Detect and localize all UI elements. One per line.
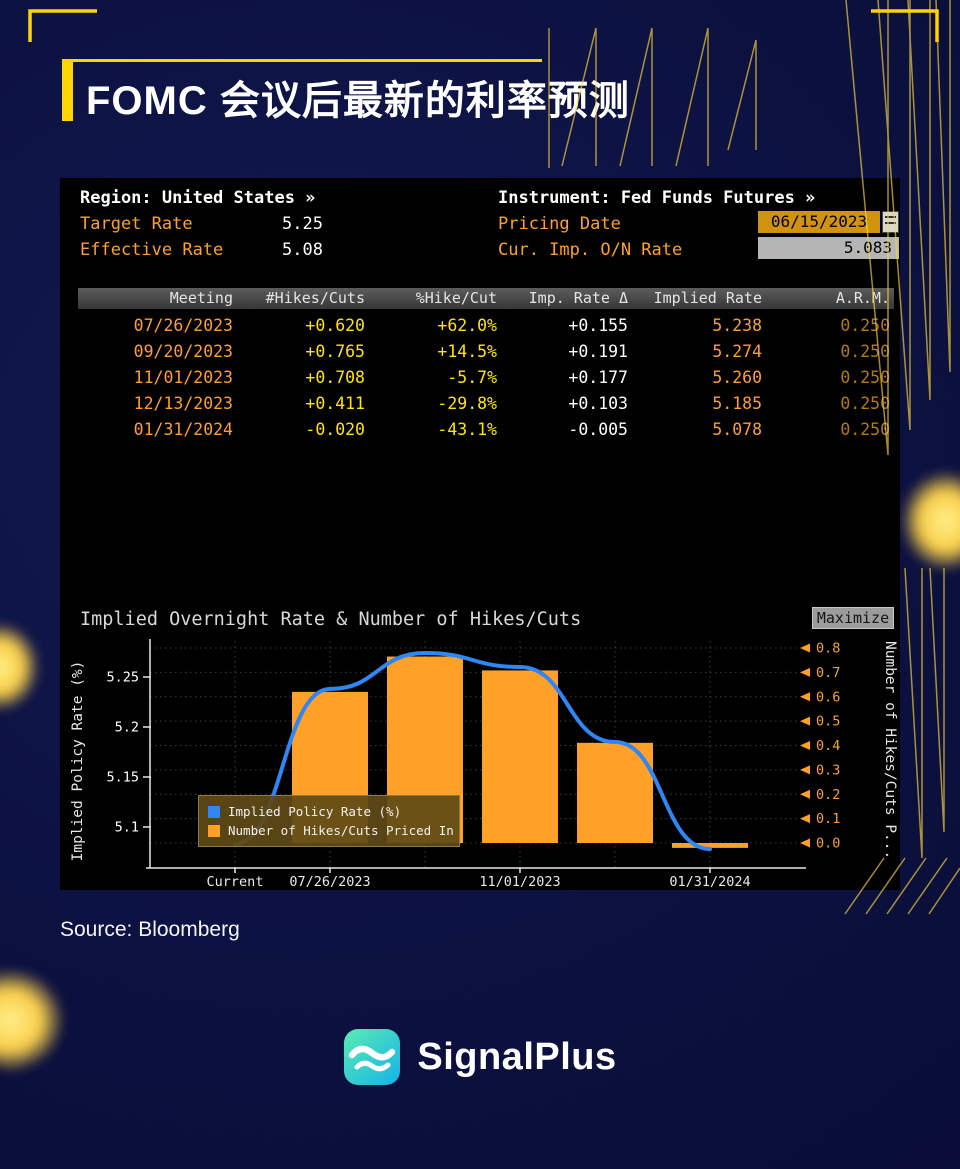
svg-text:5.15: 5.15 xyxy=(106,770,139,786)
table-cell: 5.260 xyxy=(712,368,762,387)
table-cell: -29.8% xyxy=(437,394,497,413)
title-accent-line xyxy=(62,59,542,62)
table-cell: +0.155 xyxy=(568,316,628,335)
table-cell: 0.250 xyxy=(840,316,890,335)
table-cell: +0.411 xyxy=(305,394,365,413)
svg-text:0.4: 0.4 xyxy=(816,738,840,754)
column-header: Imp. Rate Δ xyxy=(528,289,628,307)
table-cell: -5.7% xyxy=(447,368,497,387)
table-cell: 5.078 xyxy=(712,420,762,439)
legend-swatch xyxy=(208,805,220,818)
svg-text:Current: Current xyxy=(207,874,264,890)
table-cell: 12/13/2023 xyxy=(133,394,233,413)
svg-text:5.25: 5.25 xyxy=(106,670,139,686)
table-cell: 01/31/2024 xyxy=(133,420,233,439)
column-header: #Hikes/Cuts xyxy=(265,289,365,307)
svg-text:0.2: 0.2 xyxy=(816,787,840,803)
signalplus-logo-icon xyxy=(344,1029,401,1085)
brand-footer: SignalPlus xyxy=(0,1028,960,1086)
maximize-button[interactable]: Maximize xyxy=(812,607,894,629)
svg-text:0.5: 0.5 xyxy=(816,714,840,730)
table-cell: 0.250 xyxy=(840,368,890,387)
effective-rate-value: 5.08 xyxy=(282,240,323,260)
legend-label: Implied Policy Rate (%) xyxy=(228,804,402,819)
svg-text:07/26/2023: 07/26/2023 xyxy=(289,874,370,890)
svg-text:0.0: 0.0 xyxy=(816,836,840,852)
table-cell: 5.185 xyxy=(712,394,762,413)
table-row: 09/20/2023 +0.765 +14.5% +0.191 5.274 0.250 xyxy=(78,339,894,365)
table-cell: +0.103 xyxy=(568,394,628,413)
title-accent-bar xyxy=(62,59,73,121)
chart-title: Implied Overnight Rate & Number of Hikes… xyxy=(80,609,582,630)
table-header-row: Meeting #Hikes/Cuts %Hike/Cut Imp. Rate Δ Im… xyxy=(78,288,894,309)
cur-implied-rate-label: Cur. Imp. O/N Rate xyxy=(498,240,683,260)
table-cell: +0.191 xyxy=(568,342,628,361)
page-title: FOMC 会议后最新的利率预测 xyxy=(86,79,630,123)
rates-chart: 5.1 5.15 5.2 5.25 0.0 0.1 0.2 0.3 0.4 0.5 0.6 0.7 0.… xyxy=(70,639,898,890)
region-link[interactable]: Region: United States » xyxy=(80,188,316,208)
calendar-icon[interactable] xyxy=(882,211,899,233)
glow-blob-left xyxy=(0,622,40,712)
svg-text:11/01/2023: 11/01/2023 xyxy=(479,874,560,890)
table-cell: +0.708 xyxy=(305,368,365,387)
table-cell: -0.005 xyxy=(568,420,628,439)
svg-text:0.1: 0.1 xyxy=(816,811,840,827)
table-cell: +62.0% xyxy=(437,316,497,335)
chart-area: 5.1 5.15 5.2 5.25 0.0 0.1 0.2 0.3 0.4 0.5 0.6 0.7 0.… xyxy=(60,633,898,895)
svg-text:01/31/2024: 01/31/2024 xyxy=(669,874,750,890)
rates-table: 07/26/2023 +0.620 +62.0% +0.155 5.238 0.250 09… xyxy=(78,313,894,443)
legend-item: Implied Policy Rate (%) xyxy=(208,802,450,821)
table-row: 11/01/2023 +0.708 -5.7% +0.177 5.260 0.250 xyxy=(78,365,894,391)
svg-text:0.3: 0.3 xyxy=(816,762,840,778)
legend-swatch xyxy=(208,824,220,837)
table-cell: 0.250 xyxy=(840,420,890,439)
svg-text:5.1: 5.1 xyxy=(115,820,139,836)
brand-name: SignalPlus xyxy=(417,1035,617,1078)
pricing-date-label: Pricing Date xyxy=(498,214,621,234)
instrument-link[interactable]: Instrument: Fed Funds Futures » xyxy=(498,188,816,208)
pricing-date-field[interactable]: 06/15/2023 xyxy=(758,211,880,233)
right-axis-label: Number of Hikes/Cuts P... xyxy=(882,641,898,859)
table-cell: 0.250 xyxy=(840,342,890,361)
legend-label: Number of Hikes/Cuts Priced In xyxy=(228,823,454,838)
chart-legend: Implied Policy Rate (%) Number of Hikes/C… xyxy=(198,795,460,847)
bloomberg-panel: Region: United States » Instrument: Fed … xyxy=(60,178,900,890)
svg-text:0.7: 0.7 xyxy=(816,665,840,681)
line-series xyxy=(233,651,712,851)
cur-implied-rate-field: 5.083 xyxy=(758,237,899,259)
table-cell: +0.765 xyxy=(305,342,365,361)
column-header: A.R.M. xyxy=(835,289,890,307)
left-axis-label: Implied Policy Rate (%) xyxy=(70,661,86,862)
table-row: 01/31/2024 -0.020 -43.1% -0.005 5.078 0.250 xyxy=(78,417,894,443)
table-cell: -0.020 xyxy=(305,420,365,439)
glow-blob-right xyxy=(900,470,960,572)
table-cell: 0.250 xyxy=(840,394,890,413)
table-row: 07/26/2023 +0.620 +62.0% +0.155 5.238 0.250 xyxy=(78,313,894,339)
target-rate-value: 5.25 xyxy=(282,214,323,234)
legend-item: Number of Hikes/Cuts Priced In xyxy=(208,821,454,840)
table-cell: +0.620 xyxy=(305,316,365,335)
target-rate-label: Target Rate xyxy=(80,214,193,234)
table-cell: +14.5% xyxy=(437,342,497,361)
table-cell: 5.238 xyxy=(712,316,762,335)
table-cell: -43.1% xyxy=(437,420,497,439)
effective-rate-label: Effective Rate xyxy=(80,240,224,260)
table-cell: 09/20/2023 xyxy=(133,342,233,361)
svg-text:0.6: 0.6 xyxy=(816,689,840,705)
svg-text:0.8: 0.8 xyxy=(816,641,840,657)
column-header: %Hike/Cut xyxy=(415,289,497,307)
source-caption: Source: Bloomberg xyxy=(60,918,240,941)
column-header: Meeting xyxy=(169,289,233,307)
table-row: 12/13/2023 +0.411 -29.8% +0.103 5.185 0.250 xyxy=(78,391,894,417)
column-header: Implied Rate xyxy=(653,289,762,307)
table-cell: 11/01/2023 xyxy=(133,368,233,387)
table-cell: 07/26/2023 xyxy=(133,316,233,335)
table-cell: +0.177 xyxy=(568,368,628,387)
table-cell: 5.274 xyxy=(712,342,762,361)
svg-text:5.2: 5.2 xyxy=(115,720,139,736)
